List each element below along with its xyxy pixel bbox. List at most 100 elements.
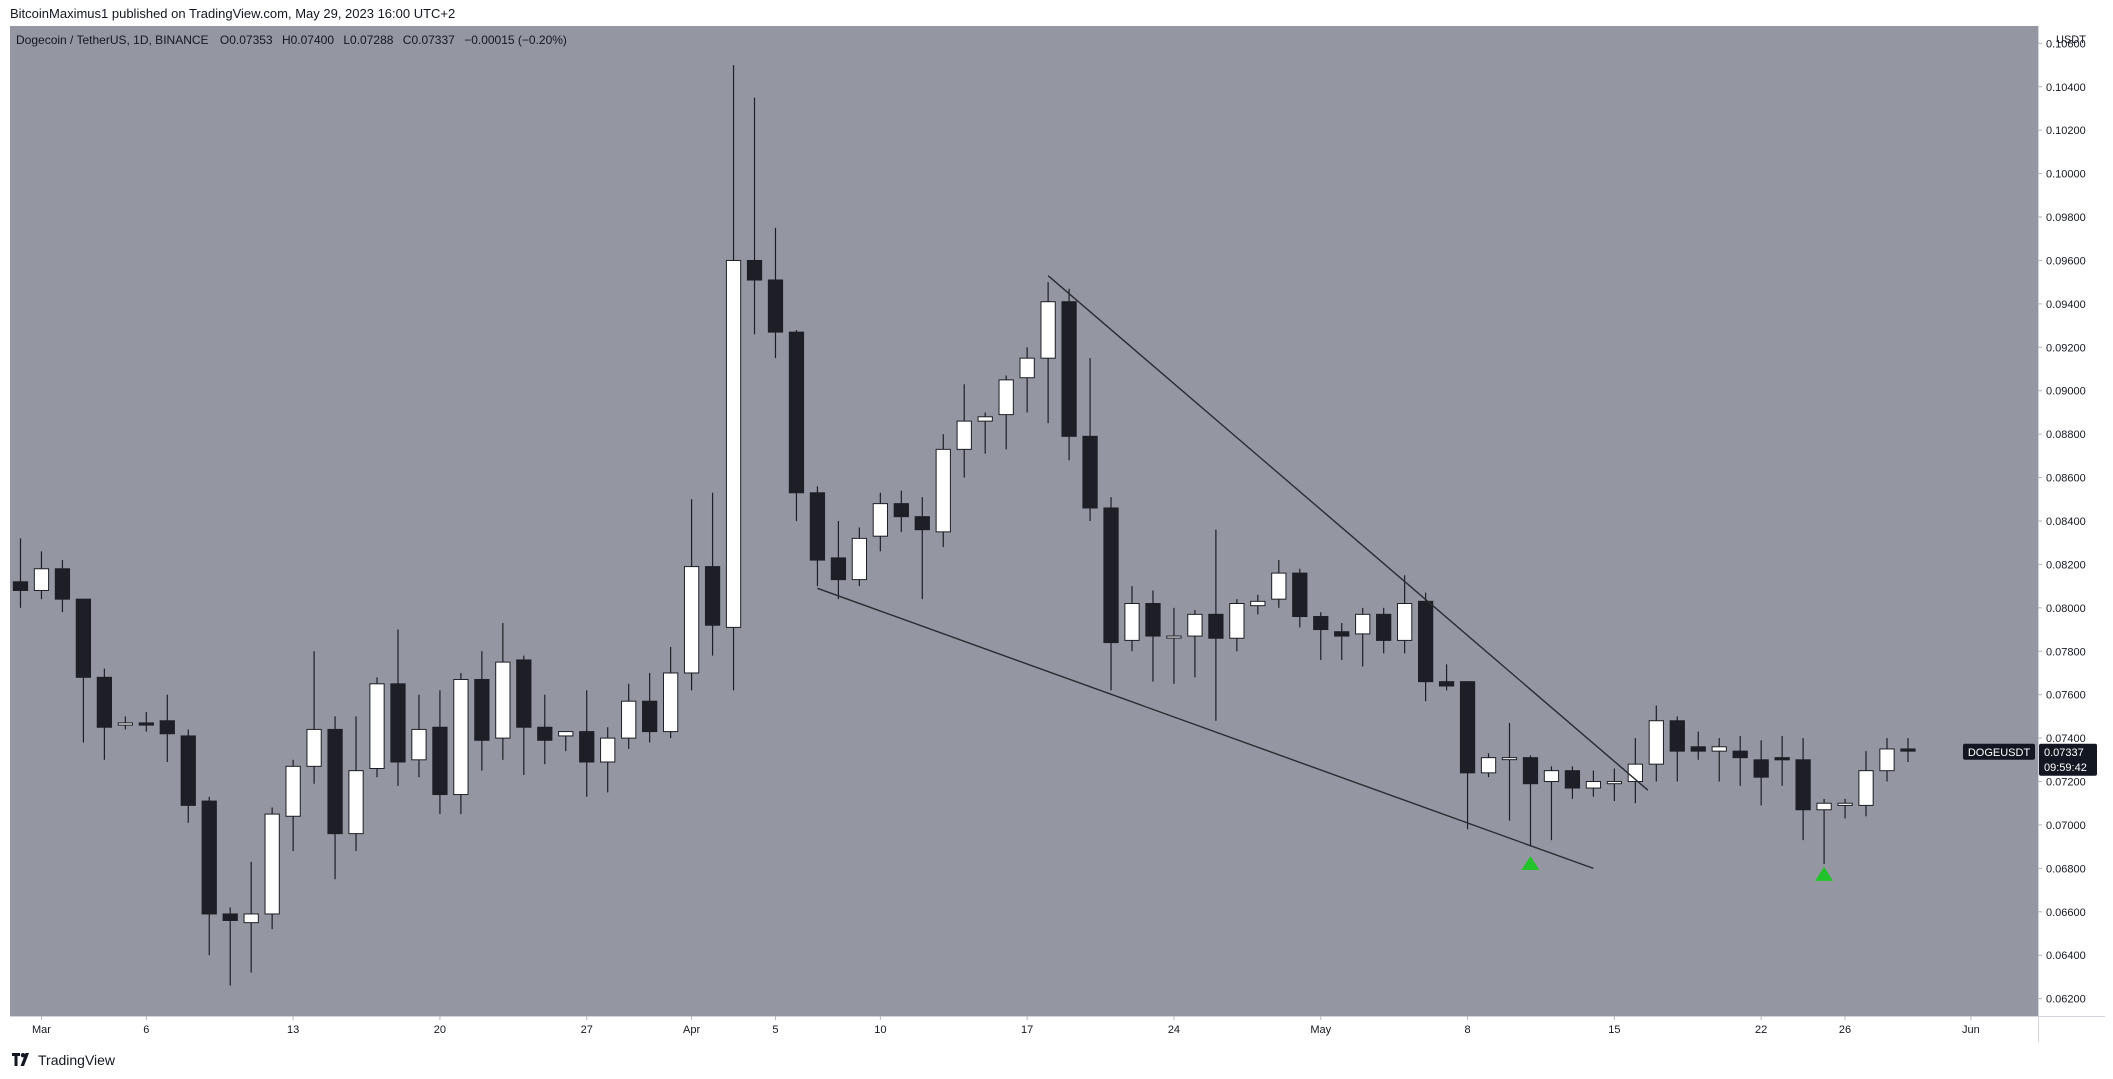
candle [306, 651, 322, 784]
candle [1690, 731, 1706, 760]
candle-body [33, 568, 50, 591]
candle-body [1900, 748, 1916, 752]
candle-body [1459, 681, 1476, 774]
candle-body [809, 492, 826, 561]
candle [1480, 753, 1497, 778]
currency-label: USDT [2056, 34, 2086, 46]
candle [243, 861, 259, 973]
last-price-label: DOGEUSDT 0.07337 09:59:42 [1963, 743, 2097, 776]
candle [1145, 590, 1161, 682]
candle-body [1837, 802, 1853, 806]
time-tick-label: 13 [287, 1024, 299, 1036]
candle-body [516, 659, 532, 728]
price-axis-area[interactable] [2038, 26, 2105, 1042]
time-tick-label: Jun [1962, 1024, 1980, 1036]
candle [138, 712, 154, 732]
legend-o-value: 0.07353 [229, 33, 273, 47]
price-tick-label: 0.07400 [2046, 733, 2086, 745]
candle-body [1522, 757, 1539, 785]
candle-body [1438, 681, 1455, 687]
candle [558, 731, 574, 752]
candle-body [893, 503, 909, 518]
footer-logo[interactable]: TradingView [12, 1052, 115, 1068]
candle-body [243, 913, 259, 924]
symbol-tag [1963, 743, 2035, 760]
candle [1522, 755, 1539, 847]
candle [1711, 738, 1727, 782]
candle [327, 716, 343, 880]
candle [1103, 497, 1119, 691]
candle [642, 672, 658, 743]
candle-body [1040, 301, 1056, 359]
candle [1774, 735, 1790, 786]
price-tick-label: 0.09000 [2046, 386, 2086, 398]
candle [1795, 738, 1811, 841]
candle [348, 716, 364, 851]
candle [621, 683, 637, 749]
price-tick-label: 0.09400 [2046, 299, 2086, 311]
tradingview-logo-icon [12, 1053, 32, 1067]
candle-body [1417, 600, 1434, 683]
candle [1816, 798, 1832, 865]
candle-body [411, 728, 427, 761]
time-tick-label: 17 [1021, 1024, 1033, 1036]
price-tick-label: 0.06600 [2046, 907, 2086, 919]
candle-body [1585, 781, 1602, 789]
time-tick-label: 22 [1755, 1024, 1767, 1036]
trendline [1047, 275, 1649, 791]
last-price-box [2039, 743, 2097, 776]
candle-body [432, 726, 448, 796]
candle [579, 690, 595, 797]
candle [788, 329, 805, 521]
candle-body [1543, 770, 1560, 783]
candle [1082, 358, 1098, 521]
candle [1459, 681, 1476, 830]
candle-body [1292, 572, 1308, 618]
candle-body [1795, 759, 1811, 811]
candle [704, 492, 721, 656]
candle [1271, 560, 1287, 608]
candle [1900, 738, 1916, 762]
legend-h-value: 0.07400 [291, 33, 335, 47]
candle [453, 672, 469, 815]
price-axis: 0.06200 0.06400 0.06600 0.06800 0.07000 0.072… [2038, 38, 2086, 1006]
candle [1166, 607, 1182, 684]
price-tick-label: 0.08400 [2046, 516, 2086, 528]
time-axis: Mar 6 13 20 27 Apr 5 10 17 24 May 8 15 22 26 Jun [32, 1016, 1980, 1036]
candle [662, 646, 679, 739]
candle [1879, 738, 1895, 782]
legend-h-label: H [282, 33, 291, 47]
candle-body [369, 683, 385, 769]
candle [1648, 705, 1664, 782]
candle [851, 527, 867, 587]
candle [1669, 716, 1685, 782]
plot-area[interactable] [10, 26, 2038, 1016]
candle [96, 668, 113, 760]
candle-body [1124, 603, 1140, 641]
symbol-tag-text: DOGEUSDT [1968, 747, 2031, 759]
candle [1858, 751, 1874, 817]
legend-l-label: L [343, 33, 350, 47]
candle [893, 490, 909, 532]
price-chart[interactable]: 0.06200 0.06400 0.06600 0.06800 0.07000 0.072… [10, 26, 2105, 1042]
candle-body [138, 722, 154, 726]
candle-body [621, 700, 637, 739]
candle [1753, 740, 1769, 806]
candle [411, 694, 427, 778]
candle [830, 521, 847, 600]
candle-body [1480, 757, 1497, 774]
candle-body [159, 720, 175, 735]
candle-body [998, 379, 1014, 416]
candle [369, 677, 385, 778]
time-tick-label: 20 [434, 1024, 446, 1036]
last-price-value: 0.07337 [2044, 747, 2084, 759]
candle-body [914, 516, 930, 531]
candle-body [746, 259, 763, 281]
time-axis-area[interactable] [10, 1016, 2038, 1042]
candle-body [285, 765, 301, 817]
candle [1292, 568, 1308, 628]
candle [1501, 722, 1518, 821]
candle [1334, 623, 1350, 660]
candle [1397, 575, 1413, 654]
candle-body [1669, 720, 1685, 752]
